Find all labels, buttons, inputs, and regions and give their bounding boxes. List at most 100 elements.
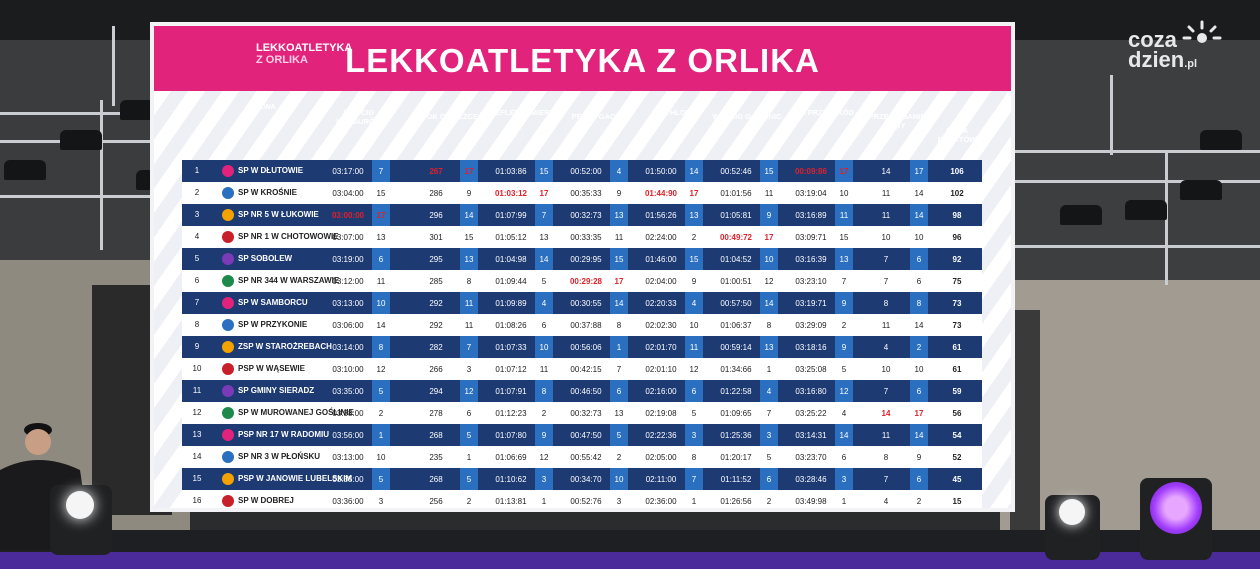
- points-value: 3: [685, 424, 703, 446]
- result-value: 03:16:39: [795, 254, 827, 264]
- result-value: 00:37:88: [570, 320, 602, 330]
- school-emblem-icon: [222, 407, 234, 419]
- points-value: 10: [535, 336, 553, 358]
- result-value: 00:29:95: [570, 254, 602, 264]
- table-row: 8 SP W PRZYKONIE 03:06:00 14 292 11 01:08:26 6 0…: [182, 314, 982, 336]
- table-row: 10 PSP W WĄSEWIE 03:10:00 12 266 3 01:07:12 11 0…: [182, 358, 982, 380]
- points-value: 14: [760, 292, 778, 314]
- result-value: 00:09:86: [794, 166, 828, 176]
- points-value: 3: [378, 496, 384, 506]
- table-row: 2 SP W KROŚNIE 03:04:00 15 286 9 01:03:12 17 00:…: [182, 182, 982, 204]
- purple-light-lens: [1150, 482, 1202, 534]
- event-title: LEKKOATLETYKA Z ORLIKA: [345, 42, 820, 79]
- header-col-6: TOR PRZESZKÓD: [789, 108, 855, 117]
- points-value: 15: [839, 232, 849, 242]
- rank: 3: [194, 210, 200, 219]
- result-value: 03:14:31: [795, 430, 827, 440]
- result-value: 01:46:00: [645, 254, 677, 264]
- total-points: 61: [952, 364, 962, 374]
- points-value: 7: [841, 276, 847, 286]
- light-lens: [66, 491, 94, 519]
- result-value: 267: [429, 166, 443, 176]
- result-value: 7: [883, 254, 889, 264]
- points-value: 10: [760, 248, 778, 270]
- result-value: 02:24:00: [645, 232, 677, 242]
- table-row: 11 SP GMINY SIERADZ 03:35:00 5 294 12 01:07:91…: [182, 380, 982, 402]
- points-value: 5: [766, 452, 772, 462]
- points-value: 9: [616, 188, 622, 198]
- result-value: 01:09:44: [495, 276, 527, 286]
- result-value: 01:07:91: [495, 386, 527, 396]
- points-value: 10: [689, 320, 699, 330]
- result-value: 286: [429, 188, 443, 198]
- light-lens: [1059, 499, 1085, 525]
- points-value: 12: [539, 452, 549, 462]
- points-value: 2: [916, 496, 922, 506]
- total-points: 98: [952, 210, 962, 220]
- rank: 2: [194, 188, 200, 197]
- rank: 4: [194, 232, 200, 241]
- points-value: 6: [910, 468, 928, 490]
- rank: 12: [192, 408, 202, 417]
- points-value: 6: [910, 248, 928, 270]
- railing: [1010, 150, 1260, 153]
- points-value: 15: [535, 160, 553, 182]
- header-name: NAZWA: [248, 102, 276, 111]
- points-value: 12: [376, 364, 386, 374]
- result-value: 03:23:70: [795, 452, 827, 462]
- school-name: PSP NR 17 W RADOMIU: [238, 430, 329, 439]
- result-value: 02:11:00: [645, 474, 677, 484]
- result-value: 03:35:00: [332, 474, 364, 484]
- points-value: 6: [685, 380, 703, 402]
- points-value: 12: [835, 380, 853, 402]
- points-value: 15: [610, 248, 628, 270]
- result-value: 00:57:50: [720, 298, 752, 308]
- school-name: PSP W WĄSEWIE: [238, 364, 305, 373]
- result-value: 03:28:46: [795, 474, 827, 484]
- result-value: 294: [429, 386, 443, 396]
- result-value: 00:56:06: [570, 342, 602, 352]
- rank: 10: [192, 364, 202, 373]
- result-value: 01:06:69: [495, 452, 527, 462]
- result-value: 292: [429, 320, 443, 330]
- brand-logo: coza dzien.pl: [1128, 29, 1197, 74]
- points-value: 8: [616, 320, 622, 330]
- school-emblem-icon: [222, 297, 234, 309]
- stadium-seat: [4, 160, 46, 180]
- brand-line2: dzien: [1128, 47, 1185, 72]
- result-value: 8: [883, 452, 889, 462]
- table-header: NAZWA WYŚCIG KANGURÓW SKOK O TYCZCE REFLEKS…: [182, 94, 994, 156]
- result-value: 256: [429, 496, 443, 506]
- header-col-0: WYŚCIG KANGURÓW: [336, 108, 382, 126]
- points-value: 8: [372, 336, 390, 358]
- table-row: 1 SP W DŁUTOWIE 03:17:00 7 267 17 01:03:86 15 00…: [182, 160, 982, 182]
- stadium-seat: [1060, 205, 1102, 225]
- points-value: 7: [616, 364, 622, 374]
- table-row: 15 PSP W JANOWIE LUBELSKIM 03:35:00 5 268 5 01…: [182, 468, 982, 490]
- points-value: 17: [460, 160, 478, 182]
- result-value: 03:04:00: [332, 188, 364, 198]
- total-points: 15: [952, 496, 962, 506]
- school-name: ZSP W STAROŻREBACH: [238, 342, 332, 351]
- result-value: 01:08:26: [495, 320, 527, 330]
- table-row: 5 SP SOBOLEW 03:19:00 6 295 13 01:04:98 14 00:29…: [182, 248, 982, 270]
- result-value: 00:49:72: [719, 232, 753, 242]
- points-value: 10: [610, 468, 628, 490]
- school-emblem-icon: [222, 341, 234, 353]
- stage-edge: [0, 552, 1260, 569]
- result-value: 01:22:58: [720, 386, 752, 396]
- points-value: 14: [835, 424, 853, 446]
- points-value: 15: [464, 232, 474, 242]
- points-value: 14: [685, 160, 703, 182]
- result-value: 01:07:80: [495, 430, 527, 440]
- result-value: 00:32:73: [570, 408, 602, 418]
- result-value: 301: [429, 232, 443, 242]
- result-value: 03:13:00: [332, 298, 364, 308]
- result-value: 00:59:14: [720, 342, 752, 352]
- result-value: 02:22:36: [645, 430, 677, 440]
- result-value: 01:03:12: [494, 188, 528, 198]
- stage-light: [1140, 478, 1212, 560]
- result-value: 01:26:56: [720, 496, 752, 506]
- points-value: 3: [616, 496, 622, 506]
- total-points: 73: [952, 320, 962, 330]
